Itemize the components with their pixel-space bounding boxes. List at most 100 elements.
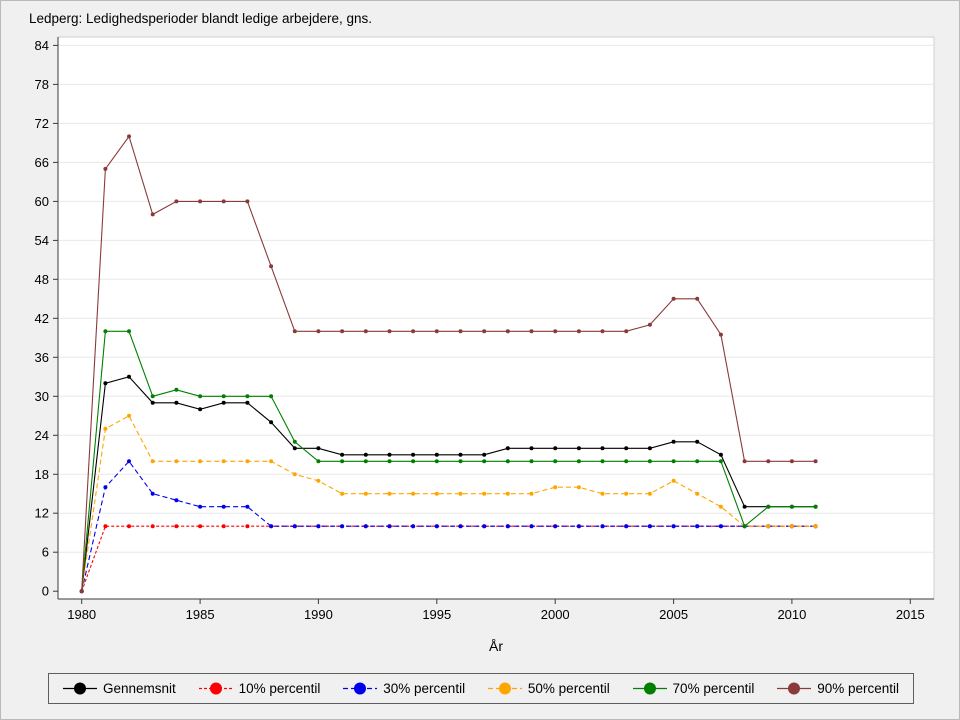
series-line-30-percentil xyxy=(81,460,816,592)
legend-label: 10% percentil xyxy=(238,681,321,696)
y-tick-label: 54 xyxy=(35,233,49,248)
data-point xyxy=(742,524,747,529)
data-point xyxy=(718,452,723,457)
y-tick-label: 60 xyxy=(35,194,49,209)
series-line-gennemsnit xyxy=(81,376,816,592)
data-point xyxy=(600,329,605,334)
legend-item-70-percentil: 70% percentil xyxy=(632,681,754,696)
x-tick-label: 2015 xyxy=(896,607,925,622)
data-point xyxy=(340,491,345,496)
data-point xyxy=(198,504,203,509)
y-tick-label: 36 xyxy=(35,350,49,365)
data-point xyxy=(718,332,723,337)
data-point xyxy=(600,491,605,496)
data-point xyxy=(245,504,250,509)
data-point xyxy=(529,491,534,496)
data-point xyxy=(363,524,368,529)
data-point xyxy=(647,524,652,529)
x-tick-label: 1985 xyxy=(186,607,215,622)
data-point xyxy=(695,459,700,464)
data-point xyxy=(269,420,274,425)
data-point xyxy=(292,524,297,529)
data-point xyxy=(245,524,250,529)
data-point xyxy=(576,459,581,464)
data-point xyxy=(221,524,226,529)
data-point xyxy=(718,524,723,529)
data-point xyxy=(198,459,203,464)
data-point xyxy=(576,485,581,490)
data-point xyxy=(505,329,510,334)
data-point xyxy=(387,329,392,334)
data-point xyxy=(292,329,297,334)
data-point xyxy=(434,459,439,464)
y-tick-label: 48 xyxy=(35,272,49,287)
data-point xyxy=(671,296,676,301)
y-tick-label: 24 xyxy=(35,428,49,443)
data-point xyxy=(600,446,605,451)
series-line-70-percentil xyxy=(81,330,816,592)
data-point xyxy=(411,459,416,464)
data-point xyxy=(458,524,463,529)
data-point xyxy=(245,459,250,464)
data-point xyxy=(482,459,487,464)
legend-label: 30% percentil xyxy=(383,681,466,696)
legend-marker-icon xyxy=(487,682,522,695)
legend-item-10-percentil: 10% percentil xyxy=(198,681,321,696)
data-point xyxy=(127,134,131,139)
data-point xyxy=(647,322,652,327)
data-point xyxy=(505,524,510,529)
x-axis-label: År xyxy=(489,638,503,654)
y-tick-label: 78 xyxy=(35,77,49,92)
data-point xyxy=(813,524,818,529)
data-point xyxy=(766,504,771,509)
data-point xyxy=(387,491,392,496)
data-point xyxy=(150,394,155,399)
data-point xyxy=(482,491,487,496)
data-point xyxy=(505,446,510,451)
data-point xyxy=(221,394,226,399)
data-point xyxy=(458,329,463,334)
data-point xyxy=(766,524,771,529)
data-point xyxy=(434,491,439,496)
data-point xyxy=(529,329,534,334)
data-point xyxy=(103,524,108,529)
data-point xyxy=(269,394,274,399)
legend-item-gennemsnit: Gennemsnit xyxy=(63,681,176,696)
data-point xyxy=(624,491,629,496)
y-tick-label: 0 xyxy=(42,584,49,599)
data-point xyxy=(316,459,321,464)
data-point xyxy=(292,446,297,451)
data-point xyxy=(103,381,108,386)
data-point xyxy=(127,329,131,334)
data-point xyxy=(150,400,155,405)
x-tick-label: 2000 xyxy=(541,607,570,622)
data-point xyxy=(150,459,155,464)
data-point xyxy=(363,491,368,496)
data-point xyxy=(198,524,203,529)
data-point xyxy=(221,459,226,464)
data-point xyxy=(411,491,416,496)
data-point xyxy=(434,524,439,529)
data-point xyxy=(292,439,297,444)
data-point xyxy=(695,491,700,496)
data-point xyxy=(482,329,487,334)
data-point xyxy=(174,524,179,529)
data-point xyxy=(695,439,700,444)
data-point xyxy=(718,504,723,509)
data-point xyxy=(316,329,321,334)
data-point xyxy=(576,524,581,529)
data-point xyxy=(103,426,108,431)
data-point xyxy=(647,446,652,451)
legend-label: Gennemsnit xyxy=(103,681,176,696)
data-point xyxy=(434,329,439,334)
chart-plot: 0 6 12 18 24 30 36 42 48 54 60 66 72 78 84 1980 1985 1990… xyxy=(35,36,935,622)
data-point xyxy=(624,459,629,464)
x-tick-label: 2010 xyxy=(777,607,806,622)
data-point xyxy=(174,400,179,405)
chart-title: Ledperg: Ledighedsperioder blandt ledige… xyxy=(29,11,373,26)
data-point xyxy=(79,589,84,594)
legend-marker-icon xyxy=(63,682,97,695)
data-point xyxy=(576,329,581,334)
data-point xyxy=(221,400,226,405)
